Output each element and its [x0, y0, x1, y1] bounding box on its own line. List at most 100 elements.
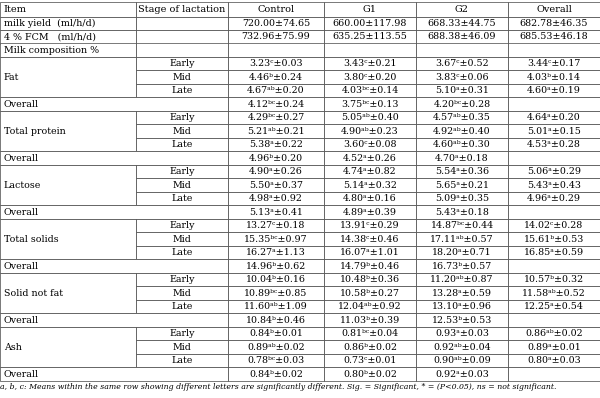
Bar: [0, 205, 228, 219]
Bar: [0, 43, 136, 57]
Bar: [136, 30, 228, 43]
Text: Early: Early: [169, 167, 195, 176]
Text: 0.78ᵇᶜ±0.03: 0.78ᵇᶜ±0.03: [247, 356, 305, 365]
Bar: [508, 30, 600, 43]
Text: Overall: Overall: [536, 5, 572, 14]
Bar: [324, 287, 416, 300]
Text: 16.07ᵃ±1.01: 16.07ᵃ±1.01: [340, 248, 400, 257]
Bar: [416, 30, 508, 43]
Bar: [228, 165, 324, 178]
Bar: [0, 30, 136, 43]
Text: 0.89ᵃ±0.01: 0.89ᵃ±0.01: [527, 343, 581, 352]
Bar: [0, 152, 228, 165]
Bar: [324, 138, 416, 152]
Bar: [136, 165, 228, 178]
Bar: [324, 84, 416, 98]
Bar: [416, 273, 508, 287]
Text: Late: Late: [172, 356, 193, 365]
Bar: [324, 98, 416, 111]
Bar: [136, 70, 228, 84]
Bar: [228, 300, 324, 314]
Text: 4.67ᵃᵇ±0.20: 4.67ᵃᵇ±0.20: [247, 86, 305, 95]
Text: 14.96ᵇ±0.62: 14.96ᵇ±0.62: [246, 262, 306, 271]
Text: 13.28ᵃ±0.59: 13.28ᵃ±0.59: [432, 289, 492, 298]
Bar: [416, 70, 508, 84]
Bar: [416, 138, 508, 152]
Text: 15.35ᵇᶜ±0.97: 15.35ᵇᶜ±0.97: [244, 235, 308, 244]
Text: 682.78±46.35: 682.78±46.35: [520, 19, 588, 28]
Bar: [508, 287, 600, 300]
Text: 5.13ᵃ±0.41: 5.13ᵃ±0.41: [249, 208, 303, 217]
Text: Late: Late: [172, 248, 193, 257]
Text: 5.10ᵃ±0.31: 5.10ᵃ±0.31: [435, 86, 489, 95]
Text: 14.02ᶜ±0.28: 14.02ᶜ±0.28: [524, 221, 584, 230]
Text: 18.20ᵃ±0.71: 18.20ᵃ±0.71: [432, 248, 492, 257]
Text: 12.25ᵃ±0.54: 12.25ᵃ±0.54: [524, 302, 584, 311]
Bar: [0, 57, 136, 98]
Bar: [508, 70, 600, 84]
Text: 0.84ᵇ±0.02: 0.84ᵇ±0.02: [249, 370, 303, 379]
Bar: [416, 327, 508, 341]
Text: 4.64ᵃ±0.20: 4.64ᵃ±0.20: [527, 113, 581, 122]
Bar: [508, 232, 600, 246]
Text: Early: Early: [169, 275, 195, 284]
Text: Overall: Overall: [4, 316, 39, 325]
Text: Overall: Overall: [4, 154, 39, 163]
Text: 0.73ᶜ±0.01: 0.73ᶜ±0.01: [343, 356, 397, 365]
Bar: [508, 273, 600, 287]
Bar: [508, 98, 600, 111]
Bar: [136, 125, 228, 138]
Bar: [0, 16, 136, 30]
Text: Mid: Mid: [173, 73, 191, 82]
Bar: [508, 125, 600, 138]
Bar: [416, 232, 508, 246]
Bar: [416, 300, 508, 314]
Text: Overall: Overall: [4, 208, 39, 217]
Text: G1: G1: [363, 5, 377, 14]
Bar: [324, 314, 416, 327]
Bar: [508, 178, 600, 192]
Bar: [508, 367, 600, 381]
Text: 0.86ᵃᵇ±0.02: 0.86ᵃᵇ±0.02: [525, 329, 583, 338]
Text: 0.92ᵃᵇ±0.04: 0.92ᵃᵇ±0.04: [433, 343, 491, 352]
Bar: [324, 125, 416, 138]
Text: 3.44ᶜ±0.17: 3.44ᶜ±0.17: [527, 59, 581, 68]
Text: 732.96±75.99: 732.96±75.99: [242, 32, 310, 41]
Text: Milk composition %: Milk composition %: [4, 46, 99, 55]
Bar: [136, 327, 228, 341]
Text: 4.12ᵇᶜ±0.24: 4.12ᵇᶜ±0.24: [247, 100, 305, 109]
Bar: [324, 341, 416, 354]
Text: 5.65ᵃ±0.21: 5.65ᵃ±0.21: [435, 181, 489, 190]
Text: 4.46ᵇ±0.24: 4.46ᵇ±0.24: [249, 73, 303, 82]
Text: Solid not fat: Solid not fat: [4, 289, 62, 298]
Text: Early: Early: [169, 221, 195, 230]
Bar: [0, 111, 136, 152]
Text: Overall: Overall: [4, 100, 39, 109]
Text: Late: Late: [172, 140, 193, 149]
Text: 685.53±46.18: 685.53±46.18: [520, 32, 588, 41]
Text: 4.53ᵃ±0.28: 4.53ᵃ±0.28: [527, 140, 581, 149]
Text: 4.60ᵃ±0.19: 4.60ᵃ±0.19: [527, 86, 581, 95]
Bar: [508, 84, 600, 98]
Text: 720.00±74.65: 720.00±74.65: [242, 19, 310, 28]
Bar: [136, 219, 228, 232]
Text: 4.90ᵃ±0.26: 4.90ᵃ±0.26: [249, 167, 303, 176]
Bar: [136, 178, 228, 192]
Bar: [0, 327, 136, 367]
Bar: [416, 341, 508, 354]
Text: Control: Control: [257, 5, 295, 14]
Bar: [324, 367, 416, 381]
Text: 16.85ᵃ±0.59: 16.85ᵃ±0.59: [524, 248, 584, 257]
Bar: [228, 232, 324, 246]
Text: 0.84ᵇ±0.01: 0.84ᵇ±0.01: [249, 329, 303, 338]
Bar: [508, 219, 600, 232]
Bar: [416, 354, 508, 367]
Bar: [228, 30, 324, 43]
Bar: [324, 327, 416, 341]
Text: 3.75ᵇᶜ±0.13: 3.75ᵇᶜ±0.13: [341, 100, 399, 109]
Text: 4.96ᵃ±0.29: 4.96ᵃ±0.29: [527, 194, 581, 203]
Text: Early: Early: [169, 59, 195, 68]
Bar: [136, 246, 228, 259]
Text: 5.05ᵃᵇ±0.40: 5.05ᵃᵇ±0.40: [341, 113, 399, 122]
Text: milk yield  (ml/h/d): milk yield (ml/h/d): [4, 19, 95, 28]
